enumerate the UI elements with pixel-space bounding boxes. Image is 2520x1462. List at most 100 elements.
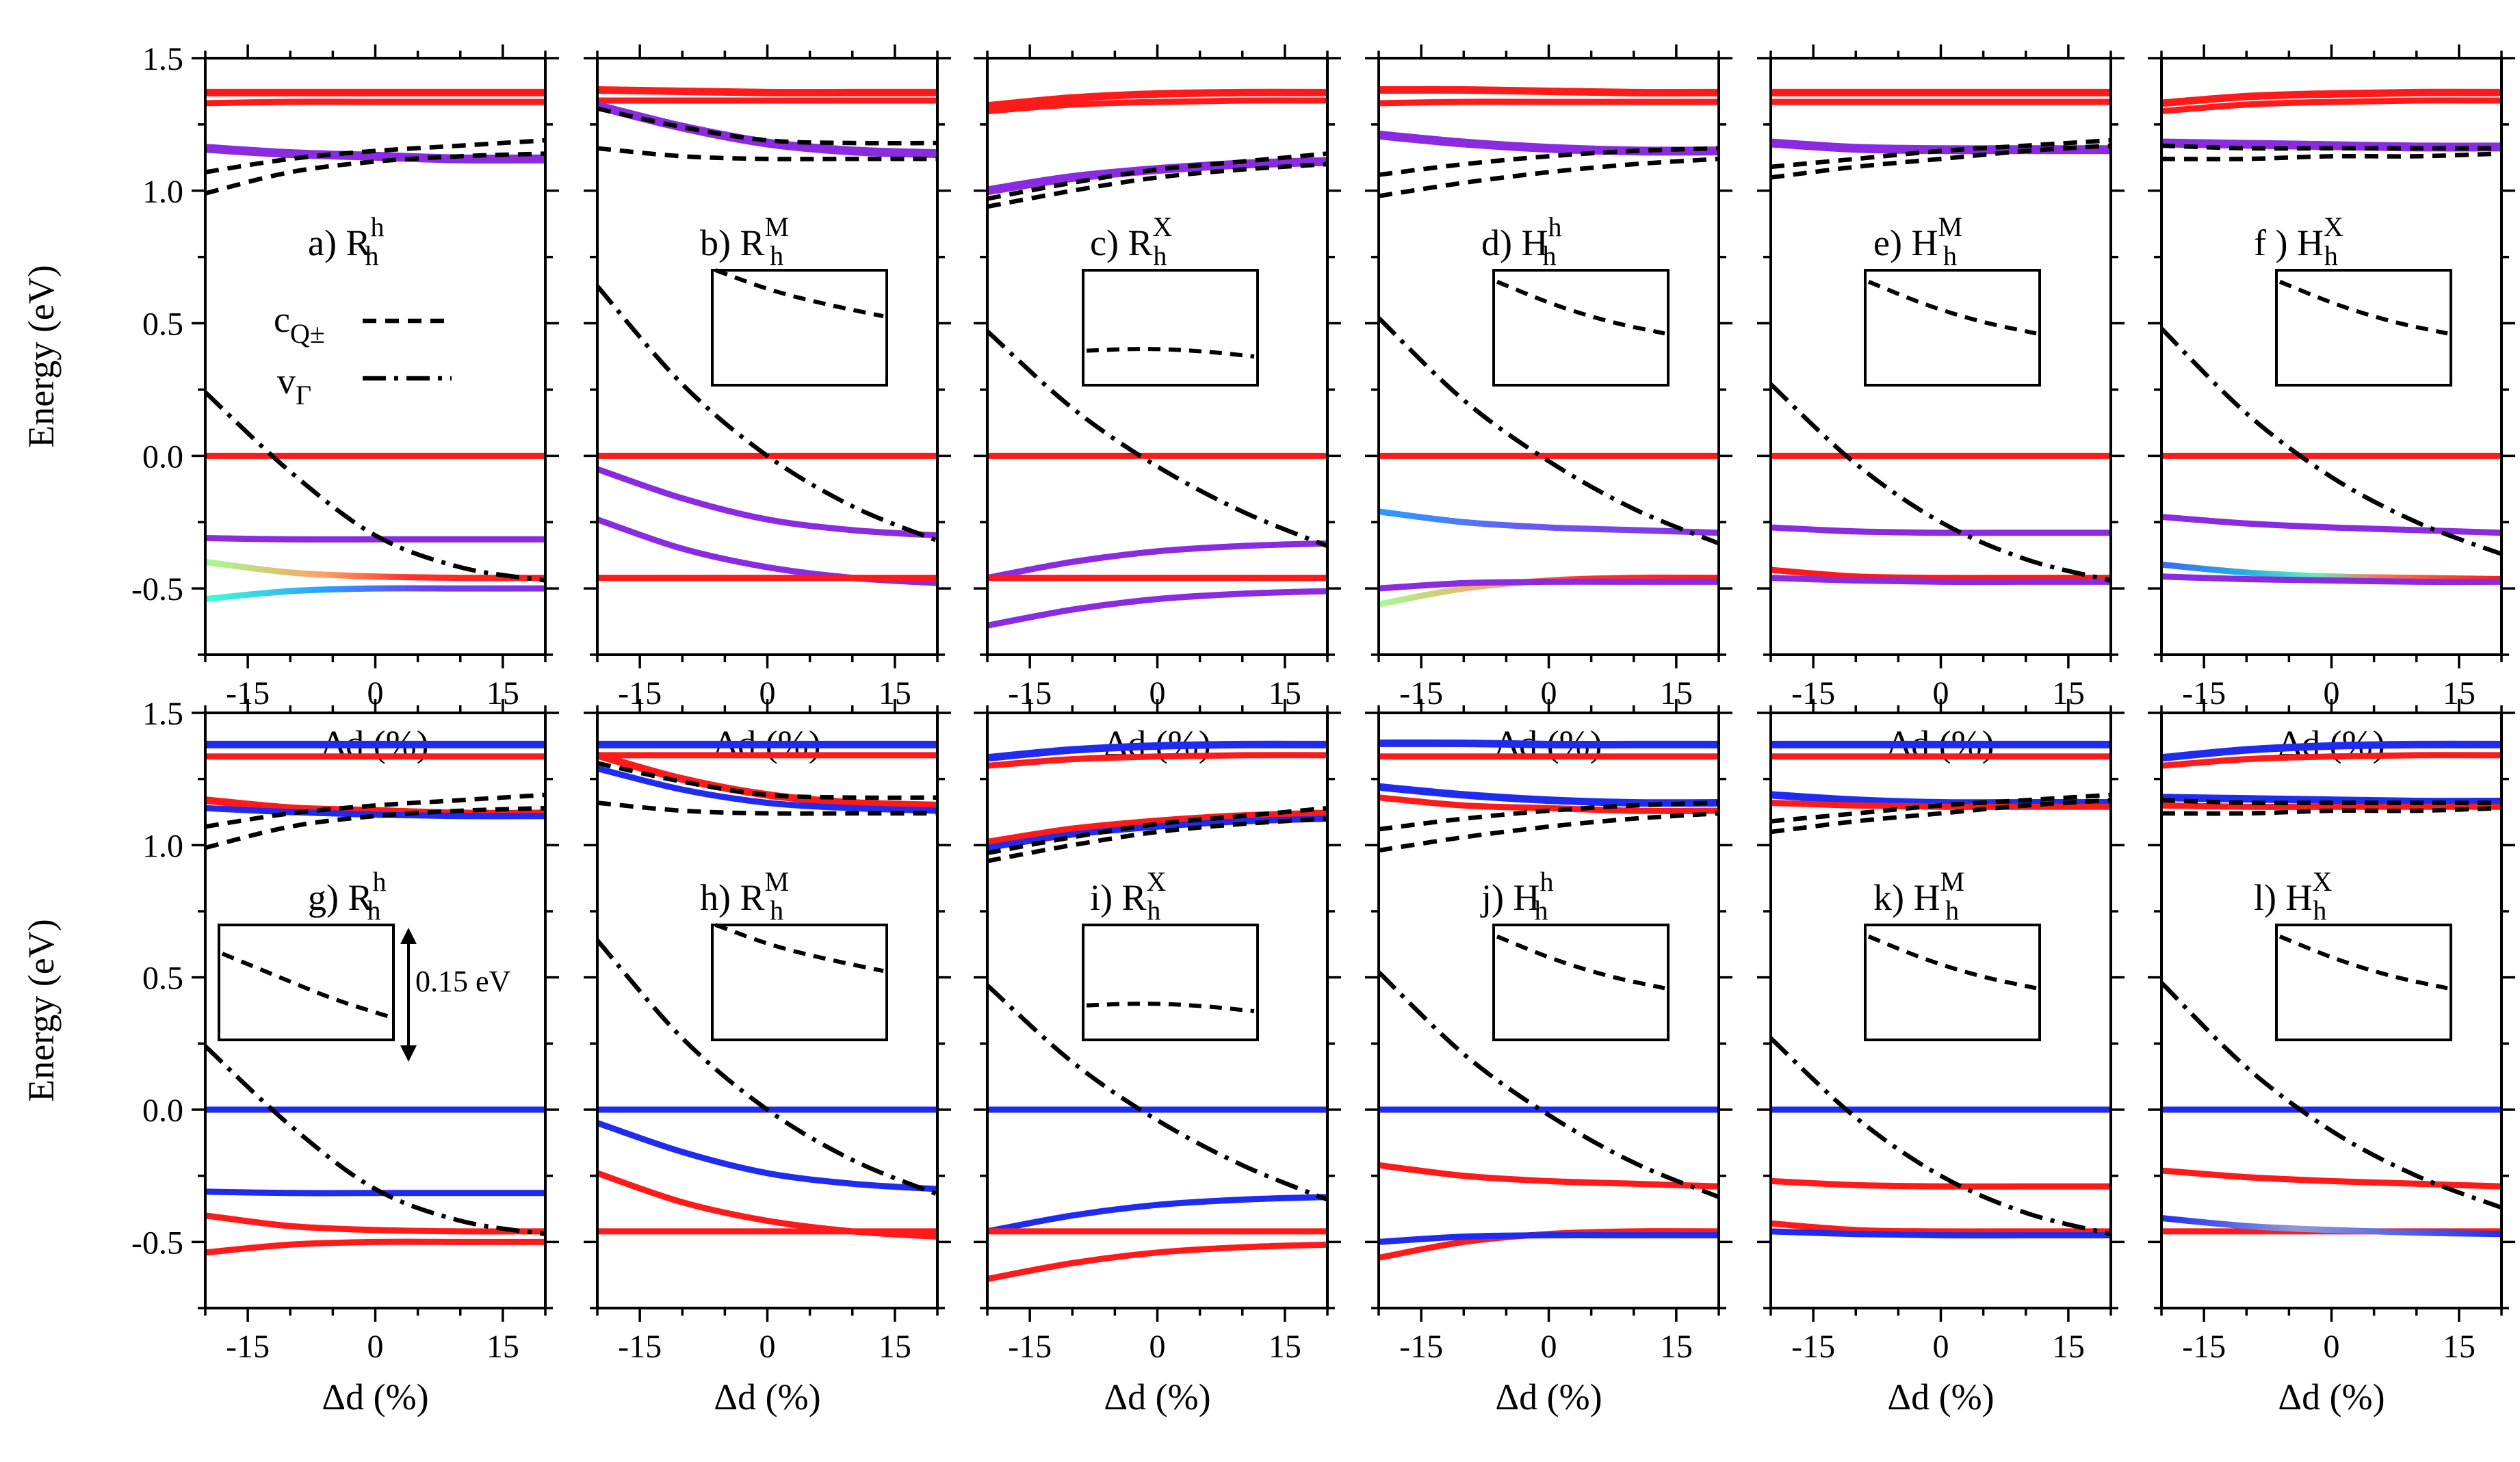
x-axis-label: Δd (%) xyxy=(1495,1376,1602,1418)
x-tick-label: 0 xyxy=(1933,1329,1949,1365)
panel-title: c) RX h xyxy=(1090,211,1172,271)
band-line xyxy=(1379,1162,1719,1190)
inset-dashed-curve xyxy=(1867,935,2038,991)
band-line xyxy=(987,1194,1327,1235)
inset xyxy=(711,923,888,1041)
x-tick-label: -15 xyxy=(2182,1329,2226,1365)
y-tick-label: 0.5 xyxy=(142,306,183,343)
panel-title: j) Hh h xyxy=(1480,866,1553,926)
vGamma-dashdot-line xyxy=(1771,382,2111,583)
band-line xyxy=(597,466,937,539)
inset-frame xyxy=(1082,269,1259,387)
cQ-dashed-line xyxy=(1379,800,1719,832)
band-line xyxy=(1771,1228,2111,1239)
x-tick-label: -15 xyxy=(226,1329,270,1365)
y-tick-label: 0.0 xyxy=(142,439,183,475)
y-tick-label: 0.0 xyxy=(142,1093,183,1129)
x-tick-label: 15 xyxy=(1660,1329,1693,1365)
plot-area xyxy=(1771,88,2111,586)
panel-title: i) RX h xyxy=(1090,866,1167,926)
panel-j: -15 0 15 Δd (%) j) Hh h xyxy=(1365,699,1732,1418)
band-line xyxy=(597,1170,937,1240)
inset-dashed-curve xyxy=(1496,280,1666,336)
band-line xyxy=(1379,794,1719,814)
band-line xyxy=(597,101,937,159)
band-line xyxy=(1379,99,1719,107)
vGamma-dashdot-line xyxy=(1771,1036,2111,1236)
band-line xyxy=(1379,578,1719,592)
band-line xyxy=(205,558,545,582)
inset xyxy=(1492,269,1670,387)
inset xyxy=(711,268,888,387)
plot-area xyxy=(2161,88,2502,586)
band-line xyxy=(2161,513,2502,536)
panel-h: -15 0 15 Δd (%) h) RM h xyxy=(584,699,951,1418)
x-axis-label: Δd (%) xyxy=(714,1376,820,1418)
band-line xyxy=(205,805,545,820)
cQ-dashed-line xyxy=(205,151,545,196)
cQ-dashed-line xyxy=(987,151,1327,201)
cQ-dashed-line xyxy=(597,146,937,161)
inset-dashed-curve xyxy=(221,952,391,1019)
band-line xyxy=(1771,1177,2111,1190)
x-tick-label: 0 xyxy=(2324,1329,2340,1365)
band-line xyxy=(205,1212,545,1235)
band-line xyxy=(987,809,1327,846)
plot-area xyxy=(1379,86,1719,608)
panel-title: b) RM h xyxy=(700,211,789,271)
band-line xyxy=(2161,1215,2502,1238)
panel-title: h) RM h xyxy=(700,866,789,926)
inset-dashed-curve xyxy=(1496,935,1666,991)
cQ-dashed-line xyxy=(1771,138,2111,170)
band-line xyxy=(987,752,1327,769)
inset xyxy=(1082,924,1259,1041)
inset xyxy=(2275,269,2452,387)
cQ-dashed-line xyxy=(2161,151,2502,161)
cQ-dashed-line xyxy=(1379,811,1719,853)
x-axis-label: Δd (%) xyxy=(1887,1376,1994,1418)
band-line xyxy=(1771,575,2111,586)
plot-area xyxy=(987,88,1327,629)
cQ-dashed-line xyxy=(205,138,545,174)
y-tick-label: 1.5 xyxy=(142,41,183,77)
inset xyxy=(1082,269,1259,387)
inset-dashed-curve xyxy=(2278,935,2449,991)
cQ-dashed-line xyxy=(205,792,545,829)
scale-label: 0.15 eV xyxy=(415,965,511,998)
inset-dashed-curve xyxy=(714,268,885,319)
inset-frame xyxy=(1082,924,1259,1041)
band-line xyxy=(1771,524,2111,536)
band-line xyxy=(205,585,545,603)
vGamma-dashdot-line xyxy=(597,939,937,1197)
y-axis-label: Energy (eV) xyxy=(21,265,62,447)
cQ-dashed-line xyxy=(2161,805,2502,816)
x-tick-label: 0 xyxy=(759,1329,776,1365)
plot-area xyxy=(1379,739,1719,1261)
panel-title: a) Rh h xyxy=(308,211,384,271)
band-line xyxy=(2161,88,2502,107)
inset-frame xyxy=(711,269,888,387)
band-line xyxy=(1379,1232,1719,1245)
band-line xyxy=(597,1120,937,1192)
legend-label-vGamma: vΓ xyxy=(277,361,311,410)
inset-dashed-curve xyxy=(714,923,885,974)
band-line xyxy=(597,517,937,586)
arrow-head-up-icon xyxy=(400,928,417,944)
x-tick-label: -15 xyxy=(618,1329,662,1365)
band-line xyxy=(987,1241,1327,1282)
y-tick-label: 0.5 xyxy=(142,961,183,997)
band-line xyxy=(987,88,1327,110)
band-line xyxy=(597,751,937,809)
band-line xyxy=(205,99,545,107)
band-line xyxy=(1771,566,2111,582)
band-line xyxy=(2161,740,2502,762)
vGamma-dashdot-line xyxy=(1379,316,1719,546)
vGamma-dashdot-line xyxy=(2161,981,2502,1210)
x-axis-label: Δd (%) xyxy=(1104,1376,1210,1418)
cQ-dashed-line xyxy=(1771,798,2111,835)
cQ-dashed-line xyxy=(597,800,937,816)
